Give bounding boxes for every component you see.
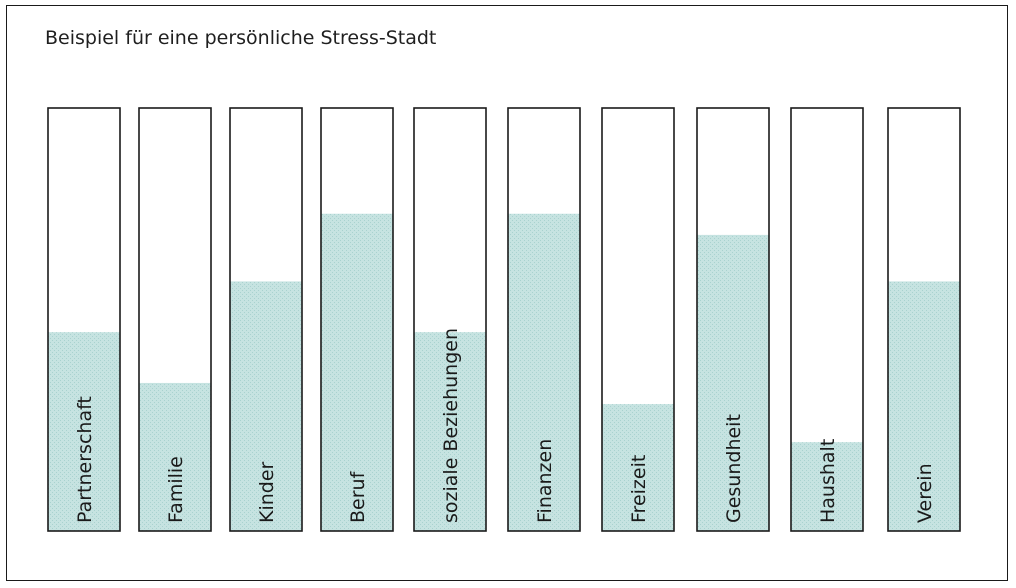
bar-outline-soziale-beziehungen <box>413 107 487 532</box>
bar-fill-haushalt <box>791 442 863 531</box>
bar-label-gesundheit: Gesundheit <box>723 414 745 523</box>
chart-frame <box>6 5 1008 581</box>
bar-fill-familie <box>139 382 211 531</box>
bar-fill-partnerschaft <box>48 332 120 531</box>
bar-label-soziale-beziehungen: soziale Beziehungen <box>440 328 462 523</box>
bar-label-partnerschaft: Partnerschaft <box>74 396 96 523</box>
bar-label-kinder: Kinder <box>256 461 278 523</box>
bar-label-beruf: Beruf <box>347 470 369 523</box>
bar-outline-familie <box>138 107 212 532</box>
bars-group: Partnerschaft Familie Kinder Beruf soziale B… <box>47 107 961 532</box>
bar-fill-beruf <box>321 213 393 531</box>
bar-fill-soziale-beziehungen <box>414 332 486 531</box>
bar-outline-verein <box>887 107 961 532</box>
bar-label-finanzen: Finanzen <box>534 439 556 523</box>
chart-title: Beispiel für eine persönliche Stress-Sta… <box>45 27 437 49</box>
bar-outline-finanzen <box>507 107 581 532</box>
bar-outline-beruf <box>320 107 394 532</box>
bar-label-haushalt: Haushalt <box>817 439 839 523</box>
bar-fill-freizeit <box>602 404 674 531</box>
bar-fill-verein <box>888 281 960 531</box>
bar-outline-haushalt <box>790 107 864 532</box>
bar-label-familie: Familie <box>165 456 187 523</box>
bar-outline-partnerschaft <box>47 107 121 532</box>
bar-label-freizeit: Freizeit <box>628 455 650 523</box>
bar-fill-gesundheit <box>697 234 769 531</box>
bar-label-verein: Verein <box>914 463 936 523</box>
bar-outline-freizeit <box>601 107 675 532</box>
bar-outline-gesundheit <box>696 107 770 532</box>
bar-fill-kinder <box>230 281 302 531</box>
bar-outline-kinder <box>229 107 303 532</box>
bar-fill-finanzen <box>508 213 580 531</box>
